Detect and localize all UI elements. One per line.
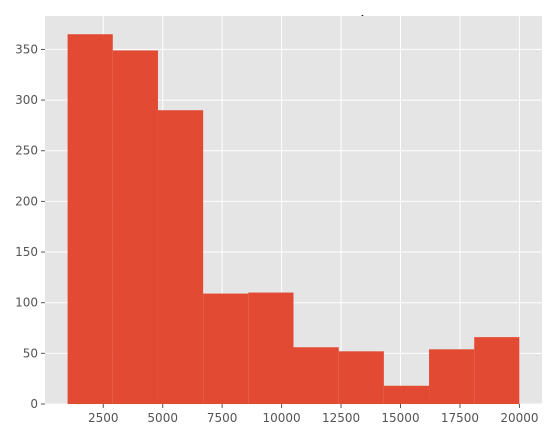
y-tick-label-0: 0	[30, 397, 38, 411]
x-tick-label-4: 12500	[322, 411, 360, 425]
x-tick-label-1: 5000	[147, 411, 178, 425]
histogram-bar-6	[338, 351, 384, 404]
x-tick-label-6: 17500	[441, 411, 479, 425]
y-tick-label-5: 250	[15, 144, 38, 158]
histogram-bar-7	[383, 385, 430, 404]
histogram-bars	[67, 34, 520, 405]
x-axis-ticks: 2500 5000 7500 10000 12500 15000 17500 20000	[88, 404, 539, 425]
histogram-bar-2	[157, 110, 204, 404]
y-tick-label-1: 50	[23, 346, 38, 360]
y-tick-label-7: 350	[15, 42, 38, 56]
histogram-bar-4	[248, 292, 294, 404]
x-tick-label-0: 2500	[88, 411, 119, 425]
x-tick-label-5: 15000	[381, 411, 419, 425]
histogram-bar-0	[67, 34, 113, 404]
x-tick-label-7: 20000	[500, 411, 538, 425]
histogram-bar-8	[429, 349, 475, 404]
x-tick-label-2: 7500	[207, 411, 238, 425]
y-tick-label-2: 100	[15, 296, 38, 310]
y-tick-label-4: 200	[15, 194, 38, 208]
y-tick-label-3: 150	[15, 245, 38, 259]
histogram-bar-3	[203, 293, 249, 404]
histogram-bar-9	[474, 337, 520, 404]
histogram-bar-1	[112, 50, 158, 405]
y-axis-ticks: 0 50 100 150 200 250 300 350	[15, 42, 45, 411]
histogram-bar-5	[293, 347, 339, 404]
x-tick-label-3: 10000	[263, 411, 301, 425]
y-tick-label-6: 300	[15, 93, 38, 107]
